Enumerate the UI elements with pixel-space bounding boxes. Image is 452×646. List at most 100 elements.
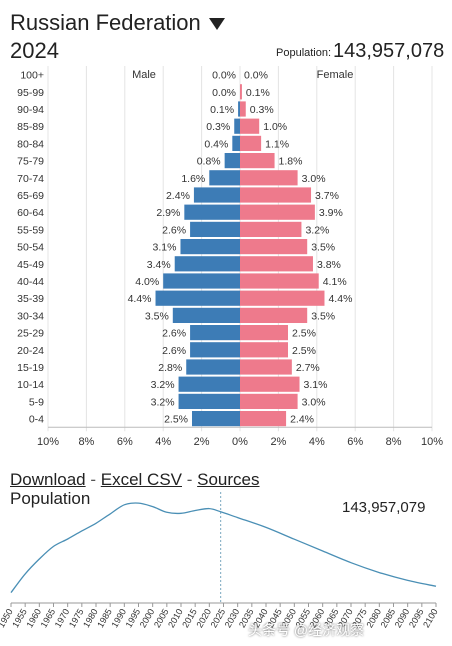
female-value-label: 2.7% (296, 362, 320, 374)
female-value-label: 3.5% (311, 310, 335, 322)
female-bar (240, 84, 242, 100)
male-bar (190, 221, 240, 237)
male-bar (178, 393, 240, 409)
male-bar (163, 273, 240, 289)
male-value-label: 3.2% (151, 396, 175, 408)
country-selector[interactable]: Russian Federation (10, 10, 225, 36)
female-bar (240, 135, 262, 151)
legend-female: Female (317, 69, 354, 81)
x-tick-label: 2100 (421, 607, 440, 629)
population-pyramid-chart: 10% 8% 6% 4% 2% 0% 2% 4% 6% 8% 10% Male Female 100+ 0.… (17, 66, 443, 448)
x-tick-label: 4% (309, 436, 325, 448)
male-bar (186, 359, 240, 375)
male-bar (180, 239, 240, 255)
female-value-label: 3.0% (302, 396, 326, 408)
female-bar (240, 307, 308, 323)
age-group-label: 50-54 (17, 242, 44, 254)
male-value-label: 2.6% (162, 224, 186, 236)
watermark: 头条号 @经济观察 (248, 622, 365, 638)
x-tick-label: 6% (347, 436, 363, 448)
female-bar (240, 221, 302, 237)
female-bar (240, 187, 312, 203)
country-name: Russian Federation (10, 10, 201, 35)
male-value-label: 0.0% (212, 87, 236, 99)
male-bar (238, 101, 240, 117)
age-group-label: 35-39 (17, 293, 44, 305)
x-tick-label: 8% (386, 436, 402, 448)
male-bar (190, 342, 240, 358)
age-group-label: 45-49 (17, 259, 44, 271)
age-group-label: 5-9 (29, 396, 44, 408)
female-bar (240, 118, 260, 134)
female-value-label: 3.0% (302, 173, 326, 185)
male-value-label: 3.2% (151, 379, 175, 391)
population-label: Population: (276, 47, 332, 59)
male-value-label: 2.4% (166, 190, 190, 202)
x-tick-label: 4% (155, 436, 171, 448)
male-value-label: 2.6% (162, 345, 186, 357)
male-bar (190, 325, 240, 341)
age-group-label: 20-24 (17, 345, 44, 357)
female-value-label: 2.5% (292, 328, 316, 340)
male-value-label: 2.6% (162, 328, 186, 340)
download-link[interactable]: Download (10, 470, 86, 489)
female-bar (240, 342, 288, 358)
male-bar (209, 170, 240, 186)
male-bar (174, 256, 240, 272)
link-separator: - (186, 470, 193, 489)
male-bar (192, 411, 240, 427)
male-bar (178, 376, 240, 392)
male-value-label: 4.0% (135, 276, 159, 288)
age-group-label: 70-74 (17, 173, 44, 185)
male-value-label: 1.6% (181, 173, 205, 185)
female-value-label: 3.9% (319, 207, 343, 219)
sources-link[interactable]: Sources (197, 470, 260, 489)
age-group-label: 30-34 (17, 310, 44, 322)
male-value-label: 2.9% (156, 207, 180, 219)
population-timeseries-chart[interactable]: 1950195519601965197019751980198519901995… (0, 486, 452, 646)
excel-csv-link[interactable]: Excel CSV (100, 470, 182, 489)
x-tick-label: 10% (421, 436, 443, 448)
female-value-label: 3.8% (317, 259, 341, 271)
male-value-label: 3.4% (147, 259, 171, 271)
male-value-label: 3.1% (153, 242, 177, 254)
female-bar (240, 256, 313, 272)
female-value-label: 3.7% (315, 190, 339, 202)
male-value-label: 0.3% (206, 121, 230, 133)
female-value-label: 0.3% (250, 104, 274, 116)
male-value-label: 3.5% (145, 310, 169, 322)
x-tick-label: 2% (194, 436, 210, 448)
population-value: 143,957,078 (333, 40, 445, 62)
year-label: 2024 (10, 38, 59, 63)
male-bar (224, 153, 240, 169)
female-value-label: 0.1% (246, 87, 270, 99)
x-tick-label: 8% (78, 436, 94, 448)
dropdown-caret-icon[interactable] (208, 18, 225, 31)
female-value-label: 2.5% (292, 345, 316, 357)
age-group-label: 0-4 (29, 414, 44, 426)
male-value-label: 0.4% (204, 138, 228, 150)
x-tick-label: 2% (270, 436, 286, 448)
female-value-label: 1.1% (265, 138, 289, 150)
male-bar (234, 118, 240, 134)
age-group-label: 75-79 (17, 156, 44, 168)
timeseries-title: Population (10, 489, 91, 508)
age-group-label: 100+ (20, 70, 44, 82)
female-bar (240, 359, 292, 375)
female-bar (240, 290, 325, 306)
male-value-label: 2.8% (158, 362, 182, 374)
female-bar (240, 239, 308, 255)
female-bar (240, 411, 287, 427)
male-bar (172, 307, 240, 323)
age-group-label: 65-69 (17, 190, 44, 202)
x-tick-label: 10% (37, 436, 59, 448)
legend-male: Male (132, 69, 156, 81)
female-value-label: 1.0% (263, 121, 287, 133)
age-group-label: 40-44 (17, 276, 44, 288)
male-value-label: 4.4% (128, 293, 152, 305)
female-value-label: 2.4% (290, 414, 314, 426)
link-separator: - (90, 470, 97, 489)
links-bar: Download - Excel CSV - Sources (10, 470, 260, 490)
age-group-label: 90-94 (17, 104, 44, 116)
male-bar (184, 204, 240, 220)
